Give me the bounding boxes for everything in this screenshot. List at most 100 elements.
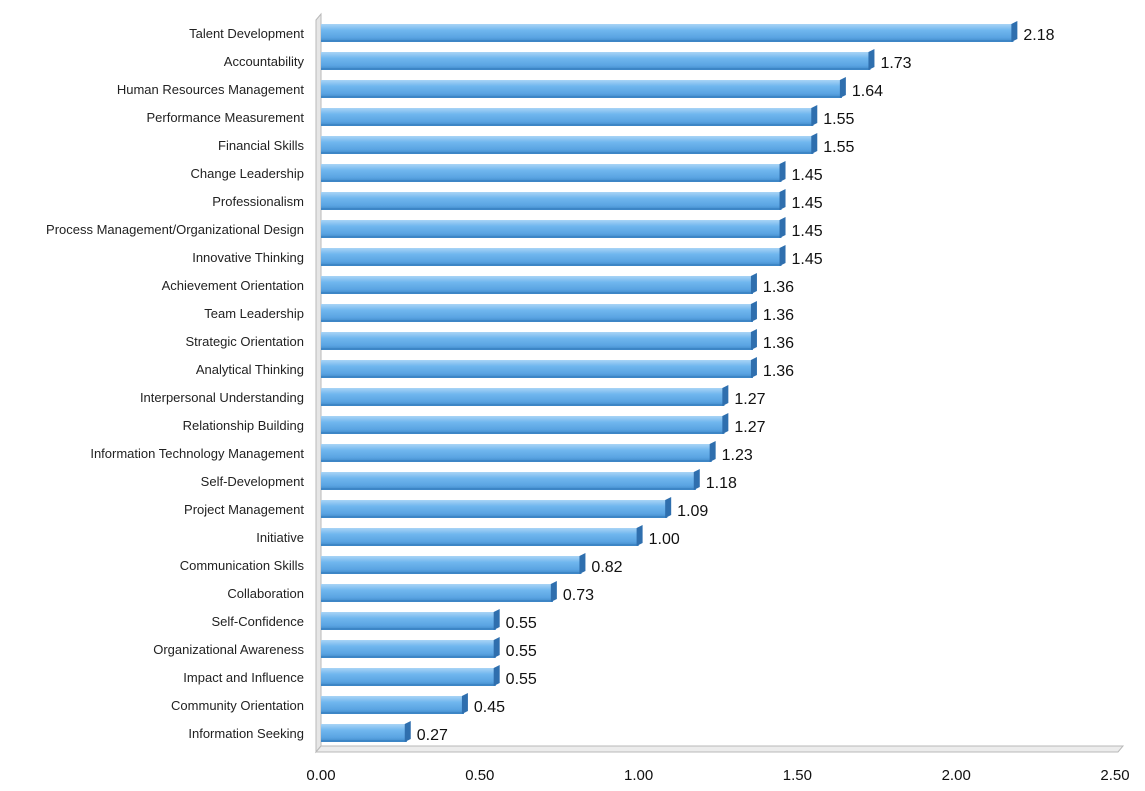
category-label: Impact and Influence: [183, 670, 304, 685]
value-label: 0.82: [591, 559, 622, 576]
bar-end-cap: [722, 413, 729, 434]
value-label: 0.73: [563, 587, 594, 604]
bar-shadow: [321, 656, 496, 658]
value-label: 1.36: [763, 307, 794, 324]
value-label: 0.27: [417, 727, 448, 744]
bar-shadow: [321, 740, 407, 742]
bar: [321, 612, 496, 630]
bar-shadow: [321, 684, 496, 686]
bars: [321, 21, 1018, 742]
bar: [321, 360, 753, 378]
bar-shadow: [321, 40, 1014, 42]
category-label: Human Resources Management: [117, 82, 305, 97]
bar-shadow: [321, 208, 782, 210]
category-label: Self-Development: [201, 474, 305, 489]
value-label: 1.73: [880, 55, 911, 72]
bar-group: [321, 357, 757, 378]
bar-group: [321, 581, 557, 602]
value-label: 1.09: [677, 503, 708, 520]
bar-shadow: [321, 152, 814, 154]
x-axis-floor: [314, 745, 1125, 753]
value-label: 1.27: [734, 391, 765, 408]
bar-end-cap: [636, 525, 643, 546]
bar-group: [321, 525, 643, 546]
bar-shadow: [321, 320, 753, 322]
bar: [321, 696, 464, 714]
bar-group: [321, 693, 468, 714]
bar-group: [321, 553, 586, 574]
bar: [321, 332, 753, 350]
bar: [321, 584, 553, 602]
bar-group: [321, 721, 411, 742]
bar: [321, 52, 871, 70]
bar: [321, 416, 725, 434]
bar-end-cap: [750, 273, 757, 294]
bar-end-cap: [493, 637, 500, 658]
value-label: 0.55: [506, 615, 537, 632]
category-label: Strategic Orientation: [185, 334, 304, 349]
bar-group: [321, 413, 729, 434]
bar: [321, 500, 668, 518]
x-tick-label: 1.00: [624, 767, 653, 784]
bar: [321, 24, 1014, 42]
bar-end-cap: [779, 217, 786, 238]
category-label: Innovative Thinking: [192, 250, 304, 265]
category-label: Analytical Thinking: [196, 362, 304, 377]
bar-end-cap: [709, 441, 716, 462]
bar-shadow: [321, 180, 782, 182]
bar-shadow: [321, 432, 725, 434]
bar-end-cap: [461, 693, 468, 714]
bar-shadow: [321, 544, 639, 546]
bar: [321, 472, 696, 490]
bar-group: [321, 245, 786, 266]
category-label: Financial Skills: [218, 138, 304, 153]
bar-end-cap: [811, 133, 818, 154]
bar-end-cap: [493, 609, 500, 630]
bar: [321, 304, 753, 322]
category-label: Information Seeking: [188, 726, 304, 741]
bar-end-cap: [839, 77, 846, 98]
bar: [321, 136, 814, 154]
category-label: Accountability: [224, 54, 305, 69]
value-label: 0.55: [506, 671, 537, 688]
bar-end-cap: [404, 721, 411, 742]
bar-group: [321, 217, 786, 238]
category-label: Communication Skills: [180, 558, 305, 573]
value-label: 1.45: [792, 195, 823, 212]
bar-shadow: [321, 348, 753, 350]
bar: [321, 248, 782, 266]
bar-group: [321, 637, 500, 658]
category-label: Team Leadership: [204, 306, 304, 321]
x-tick-label: 2.00: [942, 767, 971, 784]
value-label: 1.45: [792, 223, 823, 240]
bar-end-cap: [750, 329, 757, 350]
bar-shadow: [321, 376, 753, 378]
bar-group: [321, 469, 700, 490]
category-label: Change Leadership: [191, 166, 304, 181]
x-tick-label: 2.50: [1100, 767, 1129, 784]
category-label: Self-Confidence: [212, 614, 305, 629]
bar: [321, 724, 407, 742]
bar-shadow: [321, 292, 753, 294]
value-label: 1.55: [823, 139, 854, 156]
bar: [321, 444, 712, 462]
value-label: 1.23: [722, 447, 753, 464]
value-label: 0.45: [474, 699, 505, 716]
bar-group: [321, 77, 846, 98]
category-label: Community Orientation: [171, 698, 304, 713]
bar-end-cap: [1011, 21, 1018, 42]
bar-end-cap: [811, 105, 818, 126]
bar-end-cap: [722, 385, 729, 406]
value-label: 1.00: [649, 531, 680, 548]
bar: [321, 80, 842, 98]
category-label: Project Management: [184, 502, 304, 517]
bar-shadow: [321, 264, 782, 266]
bar-shadow: [321, 516, 668, 518]
value-label: 1.55: [823, 111, 854, 128]
bar-shadow: [321, 96, 842, 98]
bar-group: [321, 21, 1018, 42]
value-label: 1.27: [734, 419, 765, 436]
bar-group: [321, 105, 818, 126]
bar: [321, 108, 814, 126]
